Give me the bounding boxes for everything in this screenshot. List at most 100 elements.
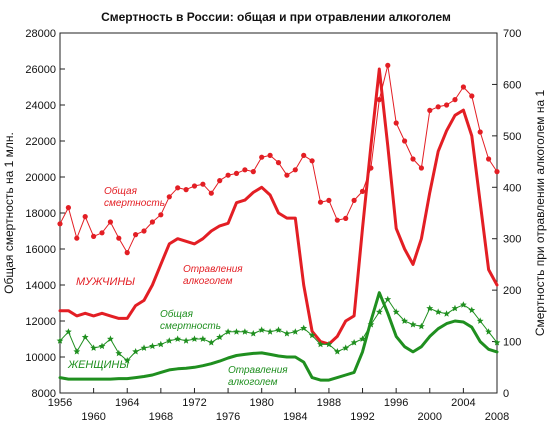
data-point — [225, 172, 231, 178]
chart-title: Смертность в России: общая и при отравле… — [101, 10, 451, 24]
men-total-annotation-line2: смертность — [104, 198, 165, 209]
left-axis-ticks: 8000 10000 12000 14000 16000 18000 20000 22000 2… — [25, 28, 65, 400]
data-point — [73, 348, 81, 355]
data-point — [452, 97, 458, 103]
data-point — [99, 230, 105, 236]
x-tick-label: 1956 — [48, 397, 72, 409]
data-point — [384, 295, 392, 303]
x-tick-label: 1980 — [249, 397, 273, 409]
data-point — [166, 194, 172, 200]
series-layer — [56, 62, 501, 382]
left-tick-label: 26000 — [25, 64, 56, 76]
data-point — [267, 152, 273, 158]
data-point — [326, 197, 332, 203]
data-point — [74, 235, 80, 241]
data-point — [157, 340, 165, 348]
series-line-men_poison — [58, 67, 499, 346]
data-point — [434, 308, 442, 315]
data-point — [469, 93, 475, 99]
series-men_poison — [58, 67, 499, 346]
series-line-men_total — [59, 64, 498, 254]
data-point — [426, 304, 434, 312]
right-tick-label: 100 — [503, 337, 521, 349]
data-point — [233, 170, 240, 176]
data-point — [343, 215, 349, 221]
data-point — [98, 342, 106, 350]
series-men_total — [57, 62, 500, 256]
series-women_poison — [58, 291, 499, 382]
data-point — [402, 138, 408, 144]
data-point — [149, 342, 156, 350]
x-axis-ticks: 1956 1964 1972 1980 1988 1996 2004 1960 1968 1976… — [48, 388, 509, 423]
right-tick-label: 200 — [503, 285, 521, 297]
data-point — [266, 328, 274, 335]
data-point — [283, 330, 291, 337]
data-point — [376, 97, 382, 103]
data-point — [115, 349, 123, 357]
data-point — [300, 324, 308, 332]
data-point — [444, 102, 450, 108]
data-point — [443, 310, 450, 317]
left-tick-label: 28000 — [25, 28, 56, 40]
women-poison-annotation-line1: Отравления — [228, 365, 288, 376]
men-poison-annotation-line1: Отравления — [183, 264, 243, 275]
data-point — [133, 232, 139, 238]
left-axis-label: Общая смертность на 1 млн. — [2, 132, 16, 294]
data-point — [486, 156, 492, 162]
x-tick-label: 1960 — [81, 411, 105, 423]
data-point — [291, 328, 299, 335]
men-poison-annotation-line2: алкоголем — [183, 276, 233, 287]
x-tick-label: 1988 — [317, 397, 341, 409]
data-point — [258, 326, 266, 333]
data-point — [65, 205, 71, 211]
left-tick-label: 8000 — [32, 388, 56, 400]
left-tick-label: 10000 — [25, 352, 56, 364]
left-tick-label: 18000 — [25, 208, 56, 220]
data-point — [284, 172, 290, 178]
data-point — [334, 217, 340, 223]
data-point — [275, 160, 282, 166]
data-point — [183, 187, 189, 193]
x-tick-label: 1972 — [182, 397, 206, 409]
data-point — [174, 335, 182, 342]
left-tick-label: 22000 — [25, 136, 56, 148]
data-point — [107, 219, 113, 225]
data-point — [375, 308, 383, 315]
data-point — [309, 158, 315, 164]
data-point — [418, 165, 424, 171]
data-point — [207, 339, 215, 346]
data-point — [165, 337, 173, 344]
data-point — [141, 228, 147, 234]
data-point — [410, 156, 416, 162]
data-point — [224, 328, 232, 335]
x-tick-label: 1964 — [115, 397, 139, 409]
data-point — [460, 84, 466, 90]
data-point — [191, 335, 198, 342]
left-tick-label: 14000 — [25, 280, 56, 292]
data-point — [451, 304, 459, 312]
data-point — [292, 167, 298, 173]
data-point — [91, 233, 97, 239]
data-point — [175, 185, 181, 191]
x-tick-label: 2004 — [451, 397, 475, 409]
right-tick-label: 300 — [503, 234, 521, 246]
data-point — [494, 169, 500, 175]
left-tick-label: 24000 — [25, 100, 56, 112]
data-point — [435, 104, 441, 110]
data-point — [317, 199, 324, 205]
right-tick-label: 500 — [503, 131, 521, 143]
data-point — [476, 317, 484, 324]
data-point — [116, 235, 122, 241]
x-tick-label: 1968 — [149, 411, 173, 423]
series-line-women_poison — [58, 291, 499, 382]
data-point — [317, 340, 324, 348]
data-point — [123, 357, 131, 364]
women-total-annotation-line1: Общая — [160, 308, 194, 320]
data-point — [140, 344, 148, 351]
right-axis-label: Смертность при отравлении алкоголем на 1 — [533, 90, 547, 337]
data-point — [199, 335, 207, 342]
data-point — [460, 301, 467, 308]
data-point — [233, 328, 240, 335]
right-tick-label: 400 — [503, 182, 521, 194]
data-point — [477, 129, 483, 135]
